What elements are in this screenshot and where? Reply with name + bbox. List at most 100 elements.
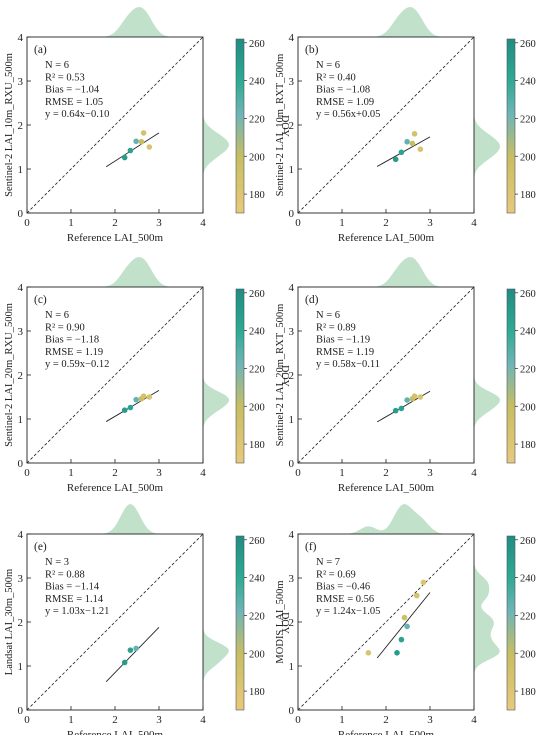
stat-line: Bias = −1.08 xyxy=(316,85,370,96)
data-point xyxy=(127,404,134,411)
y-tick-label: 3 xyxy=(289,573,295,585)
colorbar-label: DOY xyxy=(279,365,290,387)
colorbar-tick-label: 220 xyxy=(520,611,536,622)
colorbar xyxy=(506,38,516,214)
x-tick-label: 4 xyxy=(471,714,477,726)
one-to-one-line xyxy=(26,533,204,711)
x-tick-label: 4 xyxy=(471,217,477,229)
stat-line: y = 1.03x−1.21 xyxy=(45,606,109,617)
y-tick-label: 2 xyxy=(18,370,24,382)
x-tick-label: 3 xyxy=(156,217,162,229)
top-marginal-density xyxy=(27,504,203,534)
chart-panel: 0 1 2 3 4 0 1 2 3 4 Reference LAI_500m Landsat LAI_… xyxy=(4,504,290,735)
stat-line: RMSE = 1.19 xyxy=(45,347,103,358)
one-to-one-line xyxy=(26,36,204,214)
stat-line: RMSE = 1.19 xyxy=(316,347,374,358)
x-tick-label: 3 xyxy=(427,217,433,229)
y-tick-label: 4 xyxy=(18,32,24,44)
y-tick-label: 4 xyxy=(18,529,24,541)
colorbar-tick-label: 200 xyxy=(520,649,536,660)
stat-line: Bias = −1.18 xyxy=(45,335,99,346)
colorbar xyxy=(235,535,245,711)
stat-line: y = 1.24x−1.05 xyxy=(316,606,380,617)
stat-line: R² = 0.89 xyxy=(316,322,356,333)
x-tick-label: 2 xyxy=(112,714,118,726)
x-tick-label: 0 xyxy=(24,217,30,229)
data-point xyxy=(127,147,134,154)
colorbar-tick-label: 240 xyxy=(249,77,265,88)
colorbar-tick-label: 240 xyxy=(520,574,536,585)
y-tick-label: 3 xyxy=(18,326,24,338)
x-tick-label: 1 xyxy=(68,467,74,479)
top-marginal-density xyxy=(298,7,474,37)
stat-line: RMSE = 0.56 xyxy=(316,594,374,605)
y-tick-label: 0 xyxy=(289,705,295,717)
top-marginal-density xyxy=(27,7,203,37)
x-tick-label: 0 xyxy=(24,467,30,479)
one-to-one-line xyxy=(26,286,204,464)
y-axis-label: Sentinel-2 LAI_10m_RXT_500m xyxy=(275,54,286,197)
colorbar-label: DOY xyxy=(279,612,290,634)
y-tick-label: 0 xyxy=(18,705,24,717)
x-tick-label: 0 xyxy=(295,467,301,479)
stat-line: R² = 0.90 xyxy=(45,322,85,333)
data-point xyxy=(404,397,410,403)
colorbar-tick-label: 220 xyxy=(520,364,536,375)
y-axis-label: Sentinel-2 LAI_10m_RXU_500m xyxy=(4,53,15,197)
x-axis-label: Reference LAI_500m xyxy=(67,729,164,735)
colorbar-tick-label: 220 xyxy=(520,114,536,125)
stat-line: Bias = −1.04 xyxy=(45,85,100,96)
data-point xyxy=(404,138,410,145)
colorbar xyxy=(506,288,516,464)
y-tick-label: 3 xyxy=(289,76,295,88)
colorbar-tick-label: 260 xyxy=(249,39,265,50)
x-tick-label: 0 xyxy=(295,714,301,726)
data-point xyxy=(398,636,405,643)
data-point xyxy=(411,131,418,137)
data-point xyxy=(420,579,427,586)
top-marginal-density xyxy=(298,504,474,534)
chart-panel: 0 1 2 3 4 0 1 2 3 4 Reference LAI_500m Sentinel-2 L… xyxy=(275,7,536,244)
colorbar-tick-label: 260 xyxy=(520,39,536,50)
colorbar-tick-label: 200 xyxy=(520,152,536,163)
colorbar-tick-label: 260 xyxy=(520,289,536,300)
data-point xyxy=(127,647,134,653)
data-point xyxy=(133,138,139,145)
data-point xyxy=(121,154,128,161)
y-tick-label: 3 xyxy=(289,326,295,338)
one-to-one-line xyxy=(297,36,475,214)
stat-line: R² = 0.40 xyxy=(316,72,356,83)
x-tick-label: 4 xyxy=(200,217,206,229)
y-tick-label: 2 xyxy=(289,370,295,382)
y-tick-label: 4 xyxy=(289,32,295,44)
data-point xyxy=(146,144,153,150)
top-marginal-density xyxy=(298,257,474,287)
data-point xyxy=(394,650,400,656)
y-tick-label: 1 xyxy=(18,661,24,673)
panel-label: (e) xyxy=(34,541,47,553)
stat-line: N = 7 xyxy=(316,557,340,568)
y-tick-label: 2 xyxy=(18,617,24,629)
right-marginal-density xyxy=(474,37,500,213)
stat-line: y = 0.56x+0.05 xyxy=(316,109,380,120)
data-point xyxy=(404,623,410,630)
stat-line: RMSE = 1.14 xyxy=(45,594,104,605)
colorbar-tick-label: 180 xyxy=(520,440,536,451)
right-marginal-density xyxy=(203,534,229,710)
data-point xyxy=(392,156,399,163)
one-to-one-line xyxy=(297,533,475,711)
data-point xyxy=(409,140,416,147)
data-point xyxy=(365,650,372,656)
colorbar-tick-label: 240 xyxy=(249,327,265,338)
chart-panel: 0 1 2 3 4 0 1 2 3 4 Reference LAI_500m Sentinel-2 L… xyxy=(4,257,290,494)
data-point xyxy=(414,592,420,599)
x-tick-label: 4 xyxy=(471,467,477,479)
colorbar-tick-label: 240 xyxy=(520,327,536,338)
y-tick-label: 1 xyxy=(289,414,295,426)
stat-line: N = 6 xyxy=(316,310,340,321)
x-tick-label: 0 xyxy=(24,714,30,726)
y-tick-label: 0 xyxy=(18,458,24,470)
colorbar-tick-label: 180 xyxy=(249,440,265,451)
colorbar-tick-label: 180 xyxy=(520,687,536,698)
